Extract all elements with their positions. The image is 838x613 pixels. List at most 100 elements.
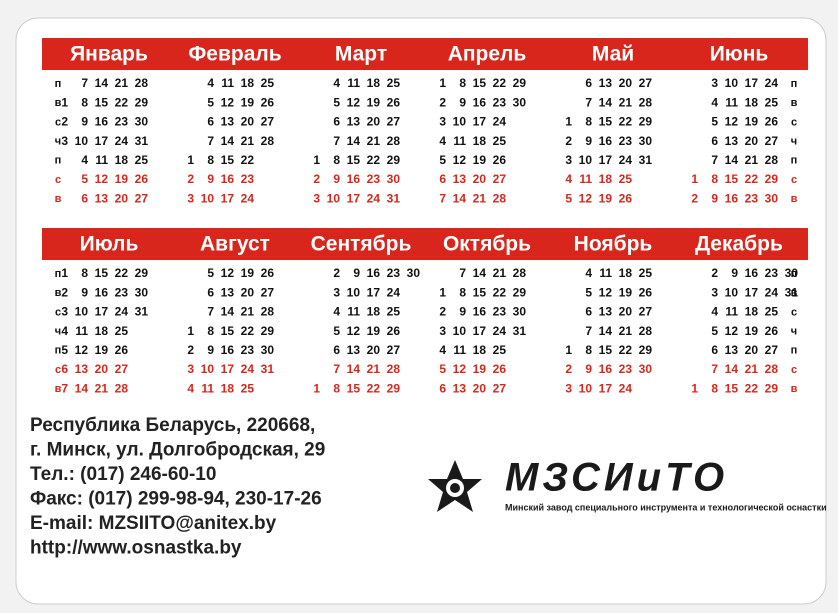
day: 30	[765, 191, 779, 205]
day: 13	[75, 362, 89, 376]
day: 25	[765, 95, 779, 109]
day: 8	[459, 76, 466, 90]
day: 8	[585, 343, 592, 357]
contact-line: Тел.: (017) 246-60-10	[30, 464, 216, 485]
day: 2	[187, 172, 194, 186]
day: 20	[473, 172, 487, 186]
day: 26	[115, 343, 129, 357]
weekday-label: п	[791, 78, 798, 90]
day: 2	[565, 362, 572, 376]
contact-line: Республика Беларусь, 220668,	[30, 415, 315, 436]
day: 27	[765, 134, 779, 148]
day: 30	[135, 285, 149, 299]
day: 13	[453, 172, 467, 186]
day: 3	[711, 76, 718, 90]
day: 24	[619, 153, 633, 167]
day: 1	[61, 266, 68, 280]
day: 8	[459, 285, 466, 299]
day: 19	[599, 191, 613, 205]
day: 24	[765, 285, 779, 299]
weekday-label: с	[55, 174, 61, 186]
weekday-label: с	[55, 364, 61, 376]
day: 13	[221, 115, 235, 129]
day: 12	[221, 266, 235, 280]
day: 7	[61, 381, 68, 395]
day: 1	[313, 153, 320, 167]
day: 15	[221, 324, 235, 338]
day: 22	[367, 153, 381, 167]
day: 26	[261, 266, 275, 280]
month-name: Декабрь	[695, 233, 783, 256]
day: 23	[619, 134, 633, 148]
day: 20	[95, 362, 109, 376]
day: 30	[785, 266, 799, 280]
weekday-label: п	[55, 345, 62, 357]
day: 8	[711, 381, 718, 395]
day: 5	[81, 172, 88, 186]
day: 17	[367, 285, 381, 299]
month-name: Июль	[80, 233, 139, 256]
day: 2	[691, 191, 698, 205]
weekday-label: с	[791, 116, 797, 128]
day: 15	[347, 381, 361, 395]
day: 16	[599, 362, 613, 376]
day: 20	[241, 285, 255, 299]
day: 15	[347, 153, 361, 167]
day: 15	[599, 115, 613, 129]
day: 20	[367, 115, 381, 129]
day: 14	[725, 362, 739, 376]
day: 5	[585, 285, 592, 299]
day: 1	[691, 172, 698, 186]
day: 13	[221, 285, 235, 299]
day: 14	[473, 266, 487, 280]
day: 5	[439, 153, 446, 167]
day: 31	[261, 362, 275, 376]
day: 2	[439, 305, 446, 319]
day: 17	[95, 305, 109, 319]
day: 8	[711, 172, 718, 186]
day: 3	[333, 285, 340, 299]
month-name: Сентябрь	[311, 233, 412, 256]
day: 25	[261, 76, 275, 90]
day: 1	[187, 153, 194, 167]
day: 5	[565, 191, 572, 205]
day: 4	[711, 95, 718, 109]
day: 1	[187, 324, 194, 338]
day: 26	[493, 362, 507, 376]
day: 29	[513, 285, 527, 299]
day: 31	[785, 285, 799, 299]
day: 24	[619, 381, 633, 395]
day: 9	[585, 134, 592, 148]
weekday-label: п	[55, 78, 62, 90]
day: 20	[619, 76, 633, 90]
day: 7	[439, 191, 446, 205]
day: 4	[439, 134, 446, 148]
day: 19	[473, 362, 487, 376]
day: 17	[221, 362, 235, 376]
weekday-label: в	[791, 287, 798, 299]
day: 18	[745, 95, 759, 109]
day: 17	[599, 153, 613, 167]
month-name: Февраль	[188, 43, 281, 66]
day: 27	[387, 115, 401, 129]
day: 3	[711, 285, 718, 299]
day: 2	[187, 343, 194, 357]
day: 22	[619, 115, 633, 129]
day: 11	[347, 76, 360, 90]
day: 14	[95, 76, 109, 90]
day: 29	[639, 115, 653, 129]
logo-icon	[428, 460, 482, 512]
day: 9	[585, 362, 592, 376]
day: 24	[493, 324, 507, 338]
day: 10	[725, 76, 739, 90]
day: 7	[333, 134, 340, 148]
day: 19	[367, 324, 381, 338]
day: 16	[473, 95, 487, 109]
day: 14	[453, 191, 467, 205]
month-name: Март	[335, 43, 387, 66]
weekday-label: с	[55, 116, 61, 128]
day: 9	[81, 285, 88, 299]
day: 19	[241, 266, 255, 280]
day: 8	[207, 153, 214, 167]
day: 26	[619, 191, 633, 205]
